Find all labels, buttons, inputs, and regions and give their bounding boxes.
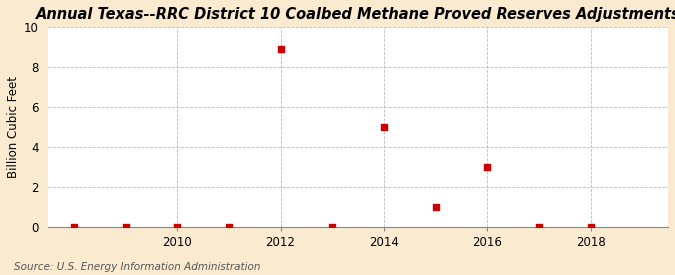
Title: Annual Texas--RRC District 10 Coalbed Methane Proved Reserves Adjustments: Annual Texas--RRC District 10 Coalbed Me… bbox=[36, 7, 675, 22]
Point bbox=[172, 225, 183, 229]
Point bbox=[585, 225, 596, 229]
Y-axis label: Billion Cubic Feet: Billion Cubic Feet bbox=[7, 76, 20, 178]
Point bbox=[533, 225, 544, 229]
Point bbox=[120, 225, 131, 229]
Point bbox=[379, 125, 389, 129]
Point bbox=[482, 165, 493, 169]
Point bbox=[275, 47, 286, 51]
Point bbox=[223, 225, 234, 229]
Point bbox=[327, 225, 338, 229]
Point bbox=[68, 225, 79, 229]
Text: Source: U.S. Energy Information Administration: Source: U.S. Energy Information Administ… bbox=[14, 262, 260, 272]
Point bbox=[430, 205, 441, 209]
